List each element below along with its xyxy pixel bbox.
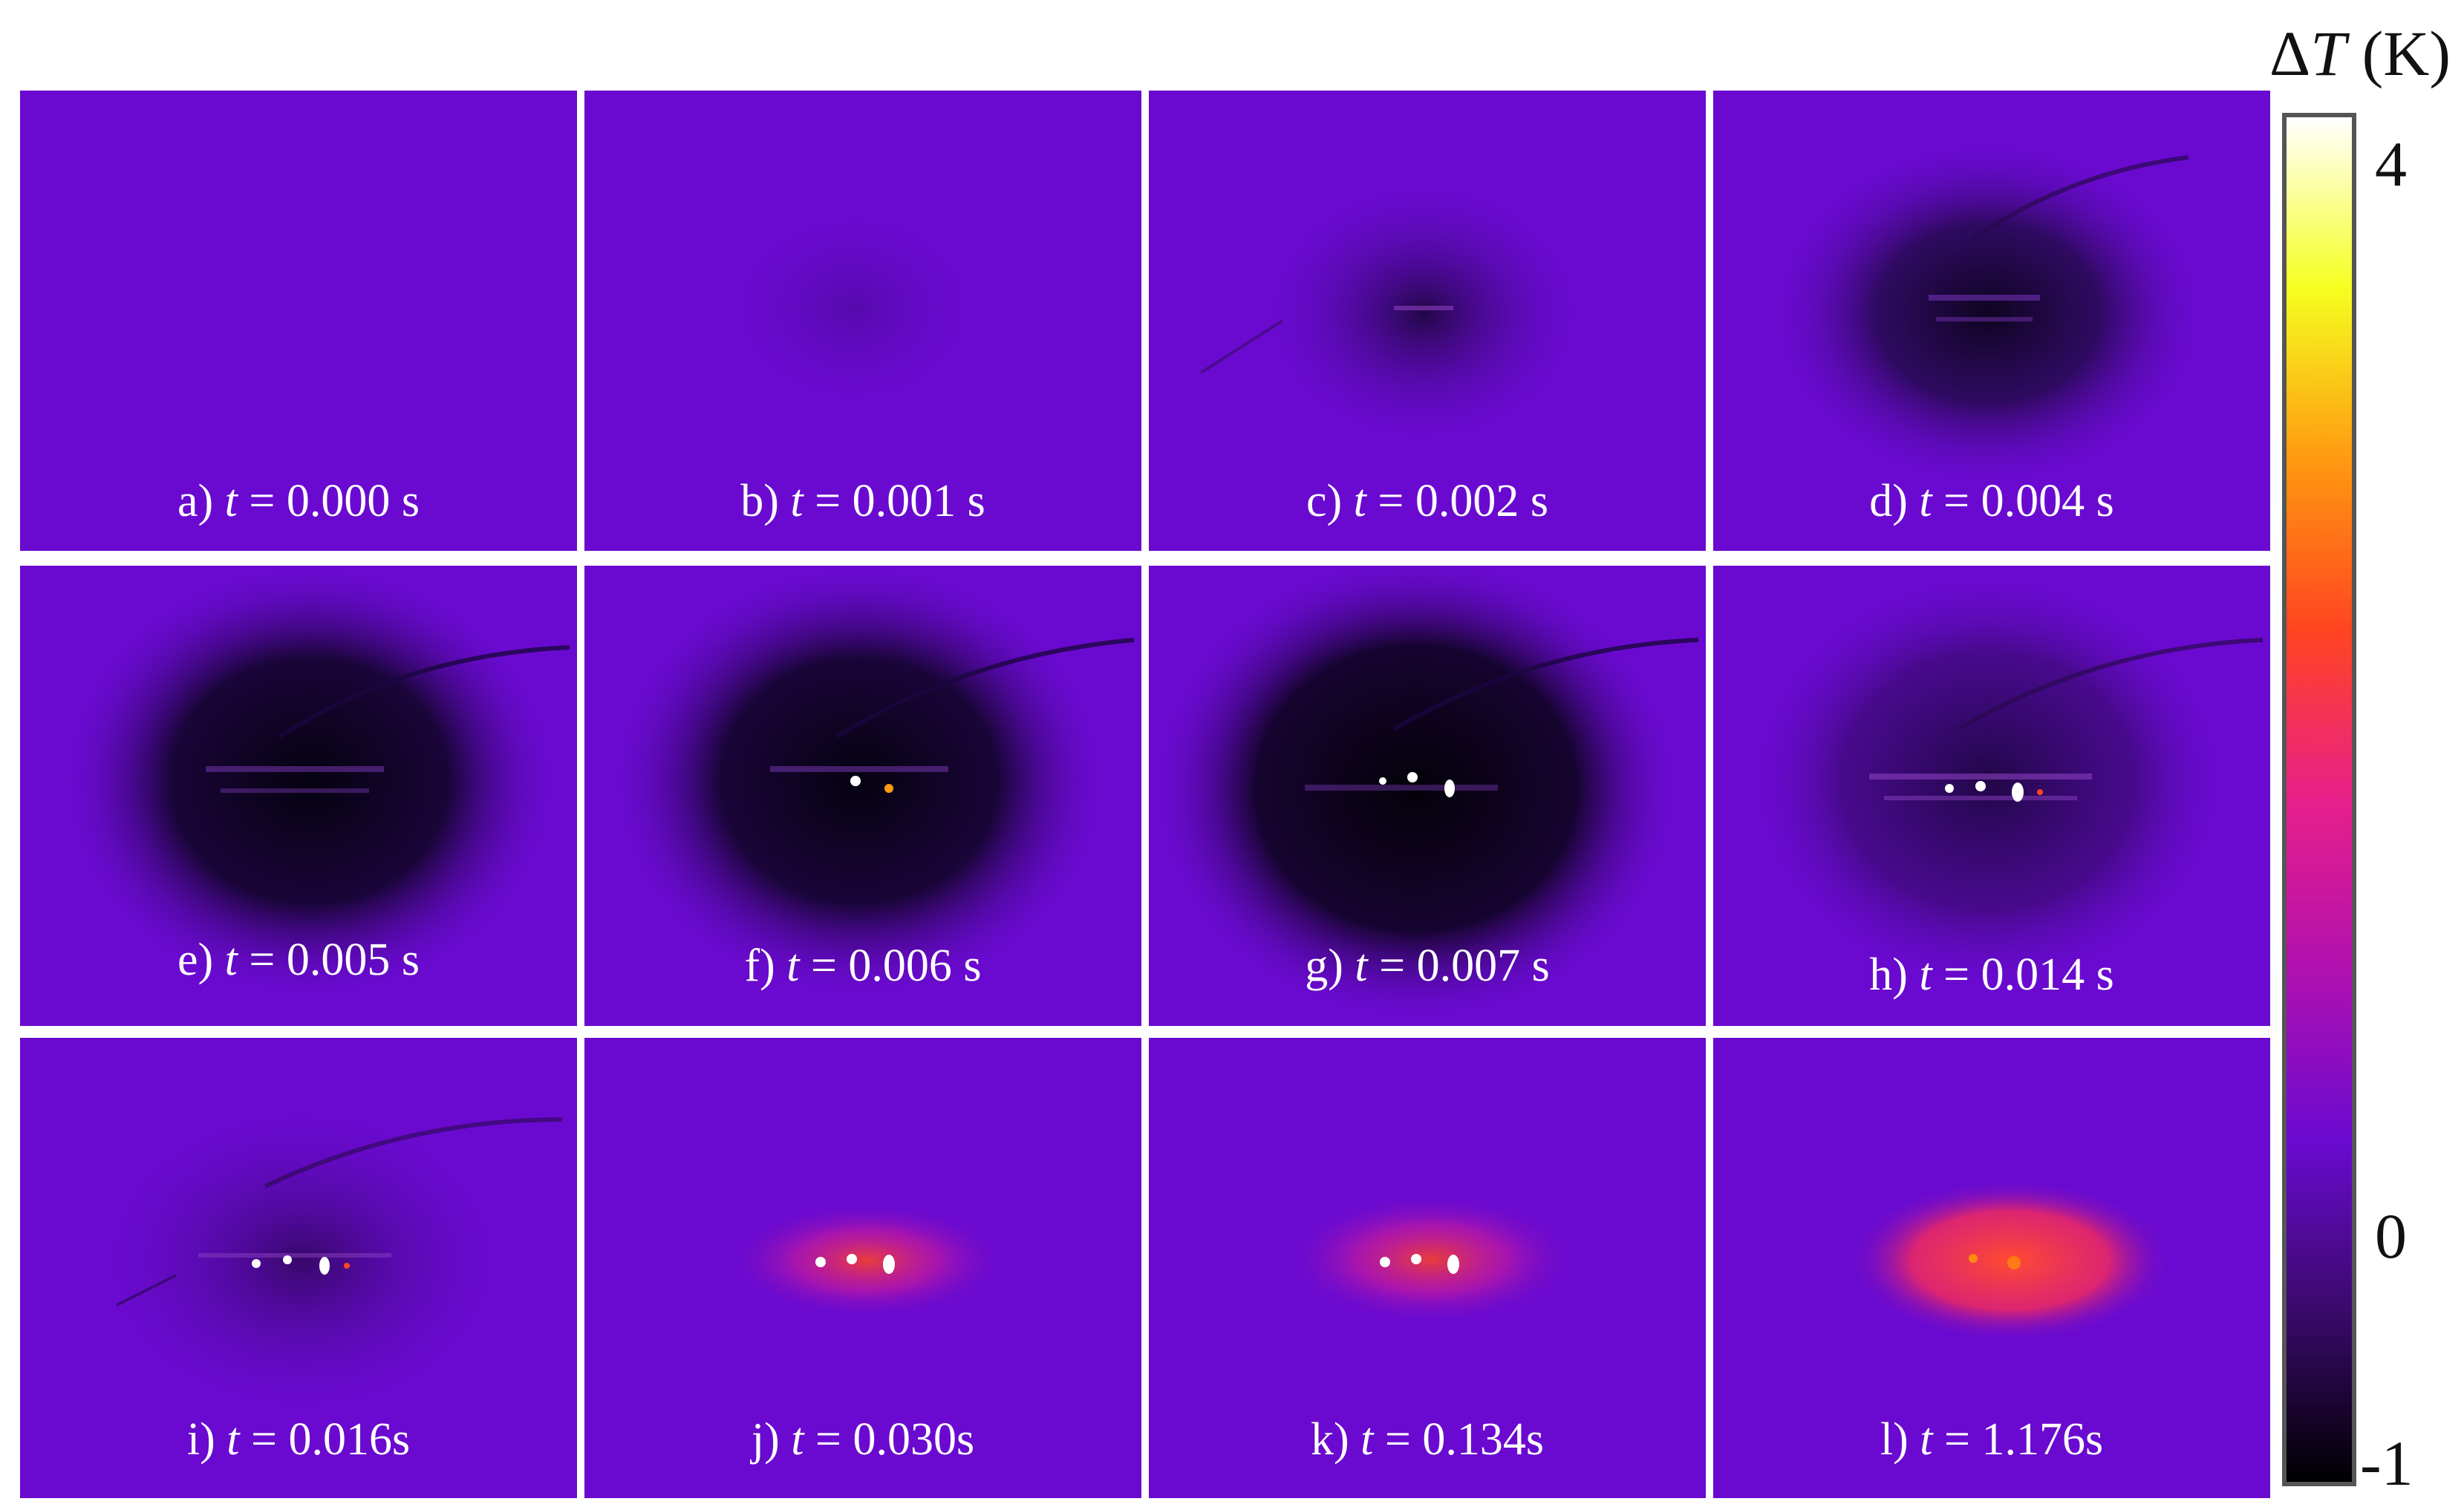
thermal-image-c	[1149, 91, 1706, 551]
caption-i: i) t = 0.016s	[186, 1414, 411, 1465]
thermal-image-e	[20, 566, 577, 1026]
caption-e: e) t = 0.005 s	[177, 935, 420, 985]
caption-b: b) t = 0.001 s	[740, 476, 985, 526]
colorbar	[2282, 113, 2356, 1486]
panel-i: i) t = 0.016s	[20, 1038, 577, 1498]
panel-c: c) t = 0.002 s	[1149, 91, 1706, 551]
colorbar-zero-label: 0	[2375, 1200, 2407, 1272]
panel-b: b) t = 0.001 s	[584, 91, 1141, 551]
thermal-image-h	[1713, 566, 2270, 1026]
panel-l: l) t = 1.176s	[1713, 1038, 2270, 1498]
colorbar-min-label: -1	[2360, 1428, 2414, 1499]
thermal-image-i	[20, 1038, 577, 1498]
caption-k: k) t = 0.134s	[1311, 1414, 1544, 1465]
thermal-image-b	[584, 91, 1141, 551]
caption-a: a) t = 0.000 s	[177, 476, 420, 526]
panel-e: e) t = 0.005 s	[20, 566, 577, 1026]
thermal-image-j	[584, 1038, 1141, 1498]
caption-d: d) t = 0.004 s	[1869, 476, 2114, 526]
caption-h: h) t = 0.014 s	[1869, 950, 2114, 1000]
thermal-image-a	[20, 91, 577, 551]
thermal-image-f	[584, 566, 1141, 1026]
thermal-image-d	[1713, 91, 2270, 551]
panel-d: d) t = 0.004 s	[1713, 91, 2270, 551]
panel-g: g) t = 0.007 s	[1149, 566, 1706, 1026]
panel-a: a) t = 0.000 s	[20, 91, 577, 551]
caption-f: f) t = 0.006 s	[744, 941, 982, 991]
colorbar-max-label: 4	[2375, 128, 2407, 200]
thermal-image-k	[1149, 1038, 1706, 1498]
panel-j: j) t = 0.030s	[584, 1038, 1141, 1498]
caption-j: j) t = 0.030s	[751, 1414, 975, 1465]
panel-h: h) t = 0.014 s	[1713, 566, 2270, 1026]
panel-f: f) t = 0.006 s	[584, 566, 1141, 1026]
colorbar-title: ΔT (K)	[2269, 18, 2451, 89]
thermal-image-g	[1149, 566, 1706, 1026]
caption-l: l) t = 1.176s	[1880, 1414, 2104, 1465]
thermal-image-l	[1713, 1038, 2270, 1498]
panel-k: k) t = 0.134s	[1149, 1038, 1706, 1498]
caption-c: c) t = 0.002 s	[1306, 476, 1548, 526]
caption-g: g) t = 0.007 s	[1305, 941, 1550, 991]
